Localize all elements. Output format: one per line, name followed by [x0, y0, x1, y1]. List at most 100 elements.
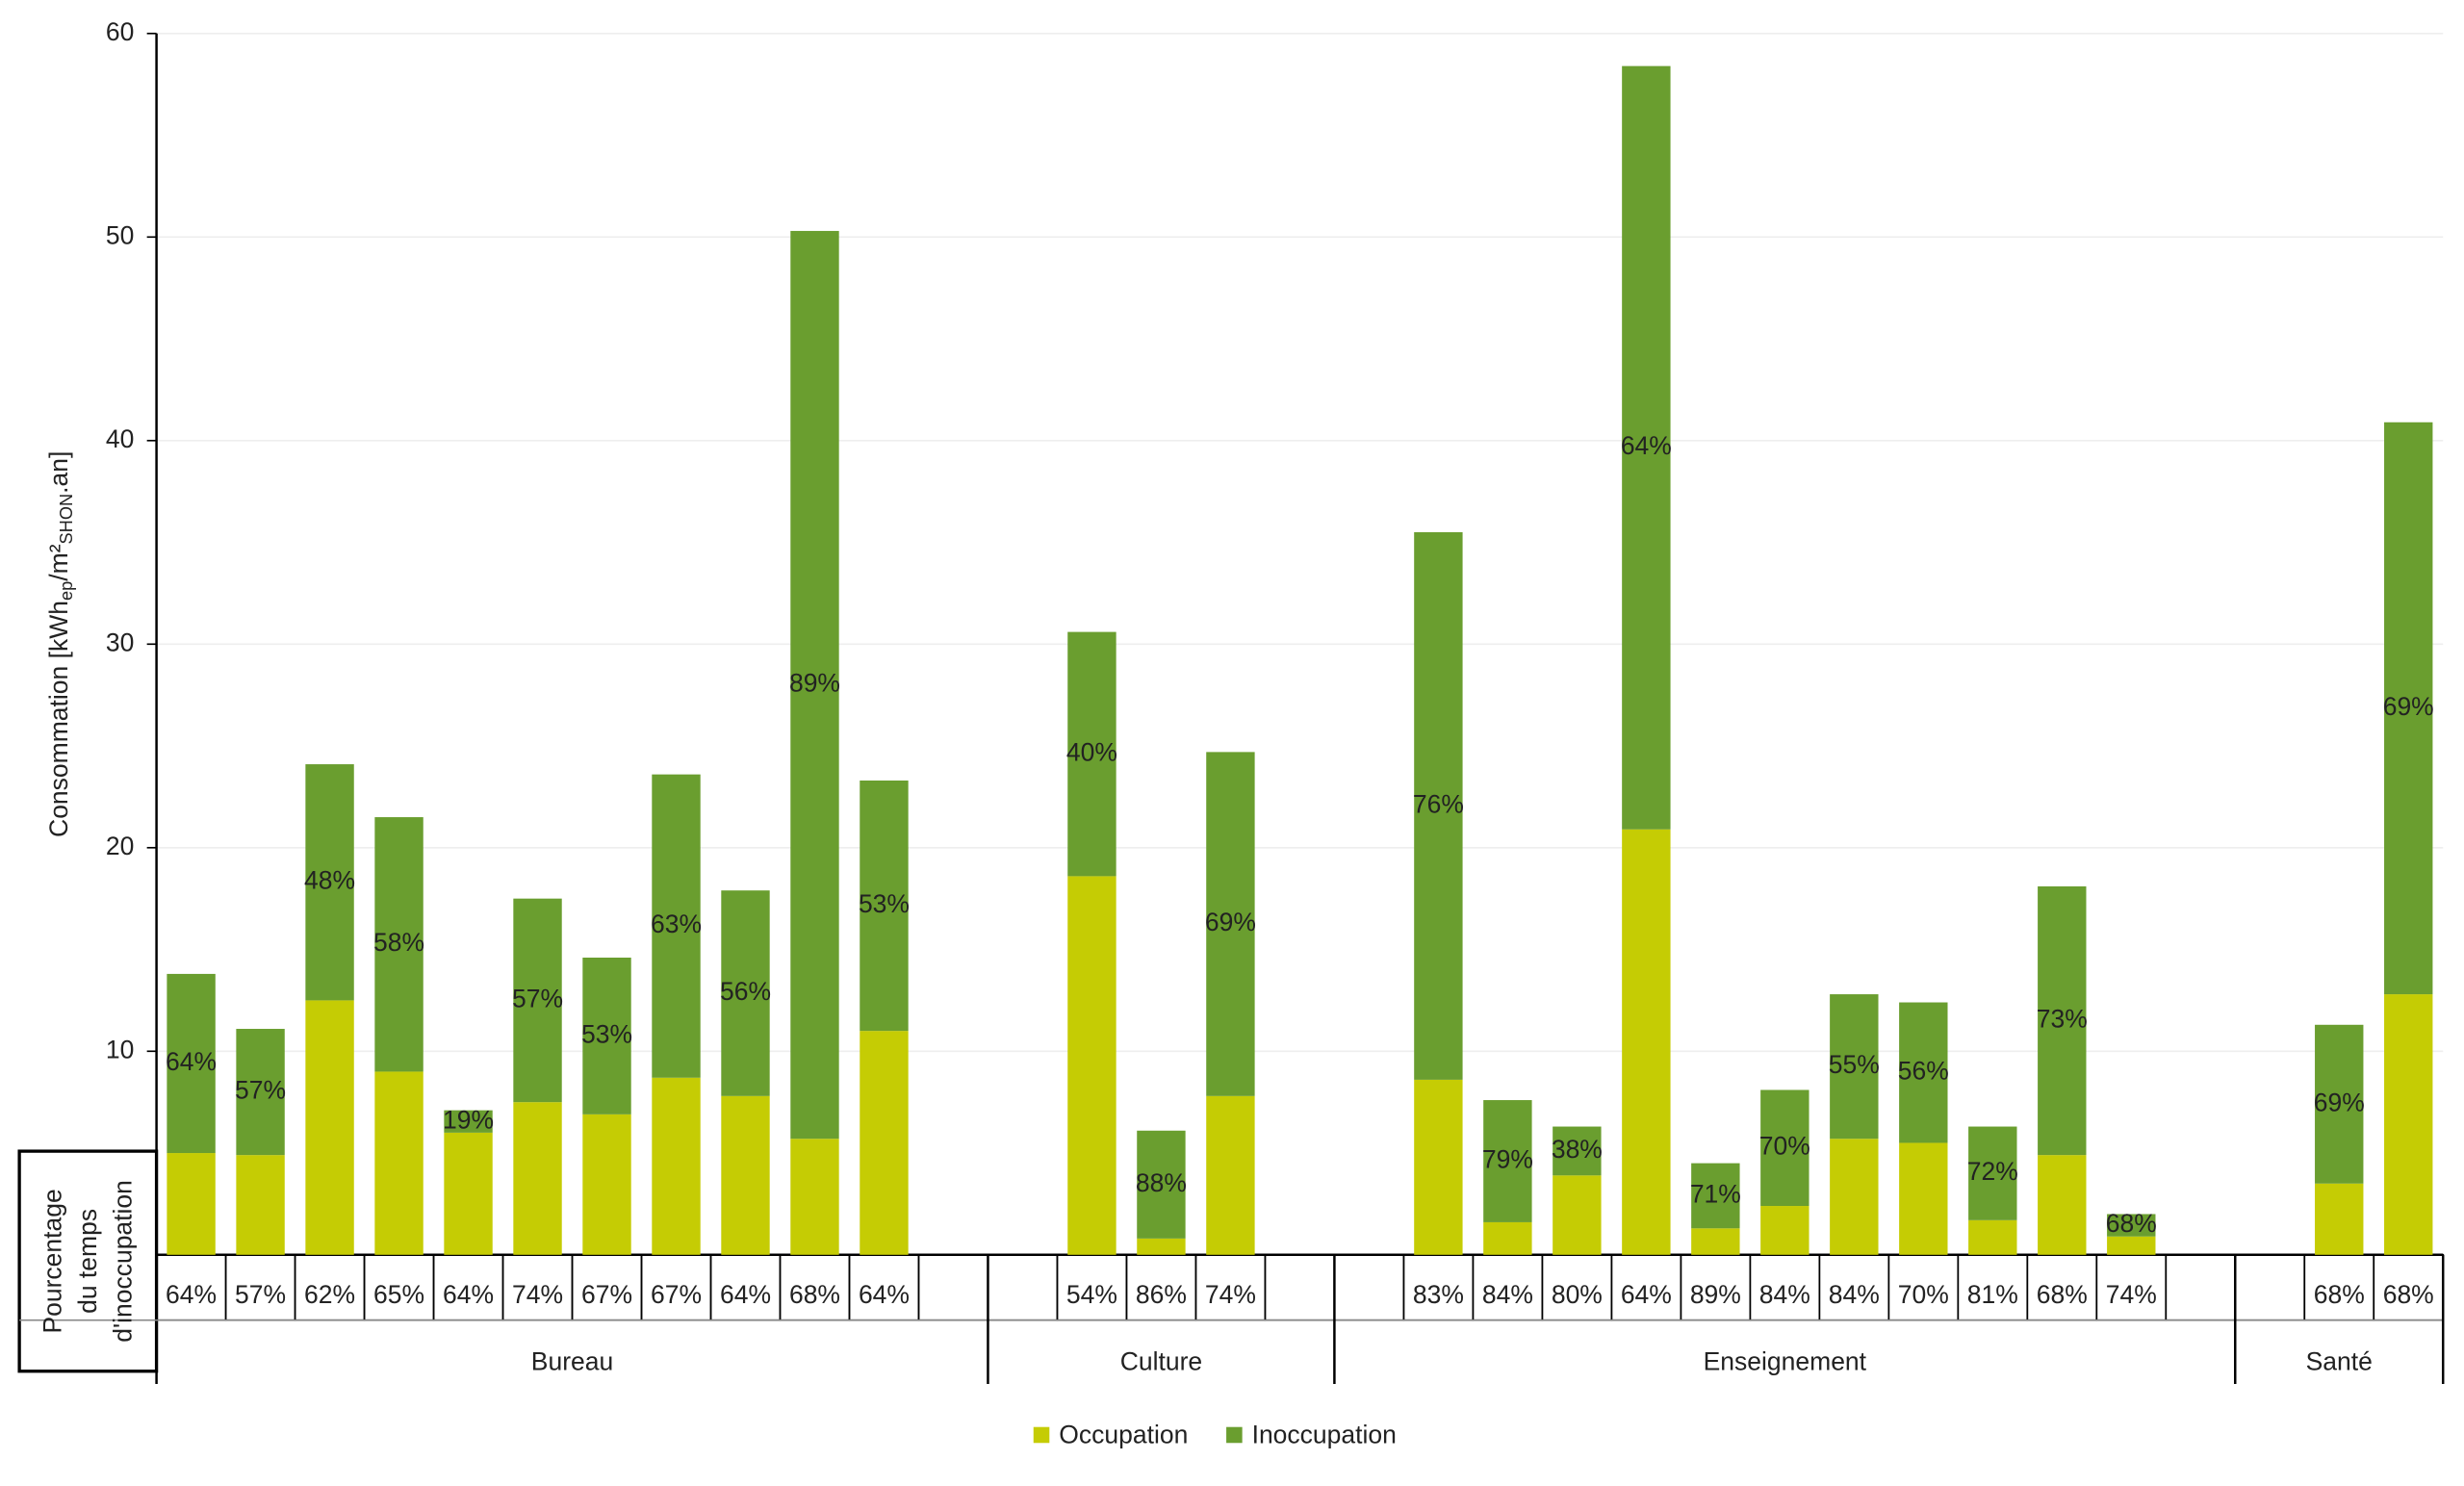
- bar-segment: [1899, 1002, 1948, 1143]
- table-cell: [2165, 1253, 2237, 1321]
- x-tick-label: 81%: [1967, 1280, 2018, 1309]
- bar-segment: [1553, 1126, 1602, 1176]
- bar-segment: [167, 1153, 216, 1255]
- x-tick-label: 83%: [1413, 1280, 1464, 1309]
- group-label: Bureau: [531, 1346, 613, 1375]
- bar-segment: [1691, 1228, 1740, 1255]
- group-label: Santé: [2306, 1346, 2373, 1375]
- x-tick-label: 80%: [1552, 1280, 1603, 1309]
- bar-segment: [1206, 752, 1255, 1096]
- bar-segment: [1483, 1221, 1532, 1255]
- table-header-label: du temps: [73, 1209, 102, 1314]
- value-label: 19%: [443, 1105, 494, 1134]
- x-tick-label: 67%: [581, 1280, 632, 1309]
- x-tick-label: 84%: [1482, 1280, 1533, 1309]
- y-label-part: ep: [57, 581, 76, 601]
- y-label-part: SHON: [57, 494, 76, 545]
- x-tick-label: 74%: [512, 1280, 563, 1309]
- bar-segment: [513, 898, 562, 1103]
- legend-swatch: [1033, 1426, 1050, 1444]
- x-tick-label: 64%: [720, 1280, 771, 1309]
- x-tick-label: 68%: [789, 1280, 840, 1309]
- y-axis-label: Consommation [kWhep/m²SHON.an]: [44, 451, 75, 837]
- bar-segment: [721, 1095, 770, 1255]
- bar-segment: [2038, 885, 2087, 1156]
- value-label: 64%: [166, 1047, 217, 1076]
- x-tick-label: 84%: [1759, 1280, 1810, 1309]
- table-header-label: Pourcentage: [38, 1189, 67, 1333]
- group-label: Enseignement: [1704, 1346, 1867, 1375]
- value-label: 58%: [373, 928, 424, 957]
- bar-segment: [790, 230, 839, 1140]
- x-tick-label: 86%: [1136, 1280, 1187, 1309]
- legend-swatch: [1226, 1426, 1243, 1444]
- x-tick-label: 64%: [166, 1280, 217, 1309]
- x-tick-label: 64%: [443, 1280, 494, 1309]
- bar-segment: [374, 817, 424, 1072]
- bar-segment: [1206, 1095, 1255, 1255]
- group-label: Culture: [1120, 1346, 1202, 1375]
- bar-segment: [860, 1031, 909, 1255]
- bar-segment: [1622, 65, 1671, 830]
- bar-segment: [790, 1139, 839, 1255]
- x-tick-label: 57%: [235, 1280, 286, 1309]
- bar-segment: [652, 1077, 701, 1255]
- value-label: 73%: [2037, 1005, 2088, 1034]
- y-tick-label: 10: [106, 1035, 134, 1063]
- x-tick-label: 65%: [373, 1280, 424, 1309]
- value-label: 79%: [1482, 1144, 1533, 1173]
- x-tick-label: 64%: [859, 1280, 910, 1309]
- x-tick-label: 70%: [1898, 1280, 1949, 1309]
- value-label: 69%: [2314, 1088, 2365, 1116]
- value-label: 53%: [859, 889, 910, 918]
- bar-segment: [1622, 829, 1671, 1255]
- value-label: 69%: [1205, 908, 1256, 936]
- table-cell: [987, 1253, 1059, 1321]
- x-tick-label: 84%: [1829, 1280, 1880, 1309]
- table-cell: [917, 1253, 989, 1321]
- bar-segment: [1067, 631, 1116, 877]
- bar-segment: [1553, 1175, 1602, 1255]
- bar-segment: [1067, 876, 1116, 1255]
- value-label: 63%: [651, 910, 702, 938]
- value-label: 38%: [1552, 1135, 1603, 1164]
- bar-segment: [2384, 994, 2433, 1255]
- bar-segment: [1899, 1142, 1948, 1255]
- y-tick-label: 30: [106, 628, 134, 656]
- x-tick-label: 68%: [2037, 1280, 2088, 1309]
- bar-segment: [582, 957, 631, 1114]
- y-tick-label: 20: [106, 832, 134, 860]
- bar-segment: [1760, 1089, 1810, 1207]
- bar-segment: [1137, 1238, 1186, 1255]
- table-header-label: d'inoccupation: [108, 1180, 137, 1343]
- table-cell: [1264, 1253, 1336, 1321]
- value-label: 76%: [1413, 789, 1464, 818]
- x-tick-label: 68%: [2383, 1280, 2434, 1309]
- x-tick-label: 62%: [304, 1280, 355, 1309]
- value-label: 56%: [720, 977, 771, 1006]
- bar-segment: [582, 1114, 631, 1255]
- value-label: 53%: [581, 1019, 632, 1048]
- bar-segment: [1691, 1163, 1740, 1229]
- y-tick-label: 60: [106, 17, 134, 46]
- bar-segment: [1483, 1100, 1532, 1222]
- bar-segment: [1968, 1126, 2017, 1220]
- value-label: 70%: [1759, 1132, 1810, 1161]
- bar-segment: [444, 1132, 493, 1255]
- legend-label: Occupation: [1059, 1421, 1188, 1449]
- table-cell: [2234, 1253, 2306, 1321]
- bar-segment: [167, 973, 216, 1154]
- x-tick-label: 64%: [1621, 1280, 1672, 1309]
- bar-segment: [444, 1110, 493, 1133]
- bar-segment: [236, 1155, 285, 1255]
- x-tick-label: 67%: [651, 1280, 702, 1309]
- value-label: 64%: [1621, 431, 1672, 460]
- x-tick-label: 74%: [2106, 1280, 2157, 1309]
- bar-segment: [652, 774, 701, 1078]
- y-tick-label: 40: [106, 424, 134, 453]
- table-cell: [1333, 1253, 1405, 1321]
- bar-segment: [374, 1071, 424, 1255]
- value-label: 89%: [789, 669, 840, 698]
- bar-segment: [2315, 1024, 2364, 1184]
